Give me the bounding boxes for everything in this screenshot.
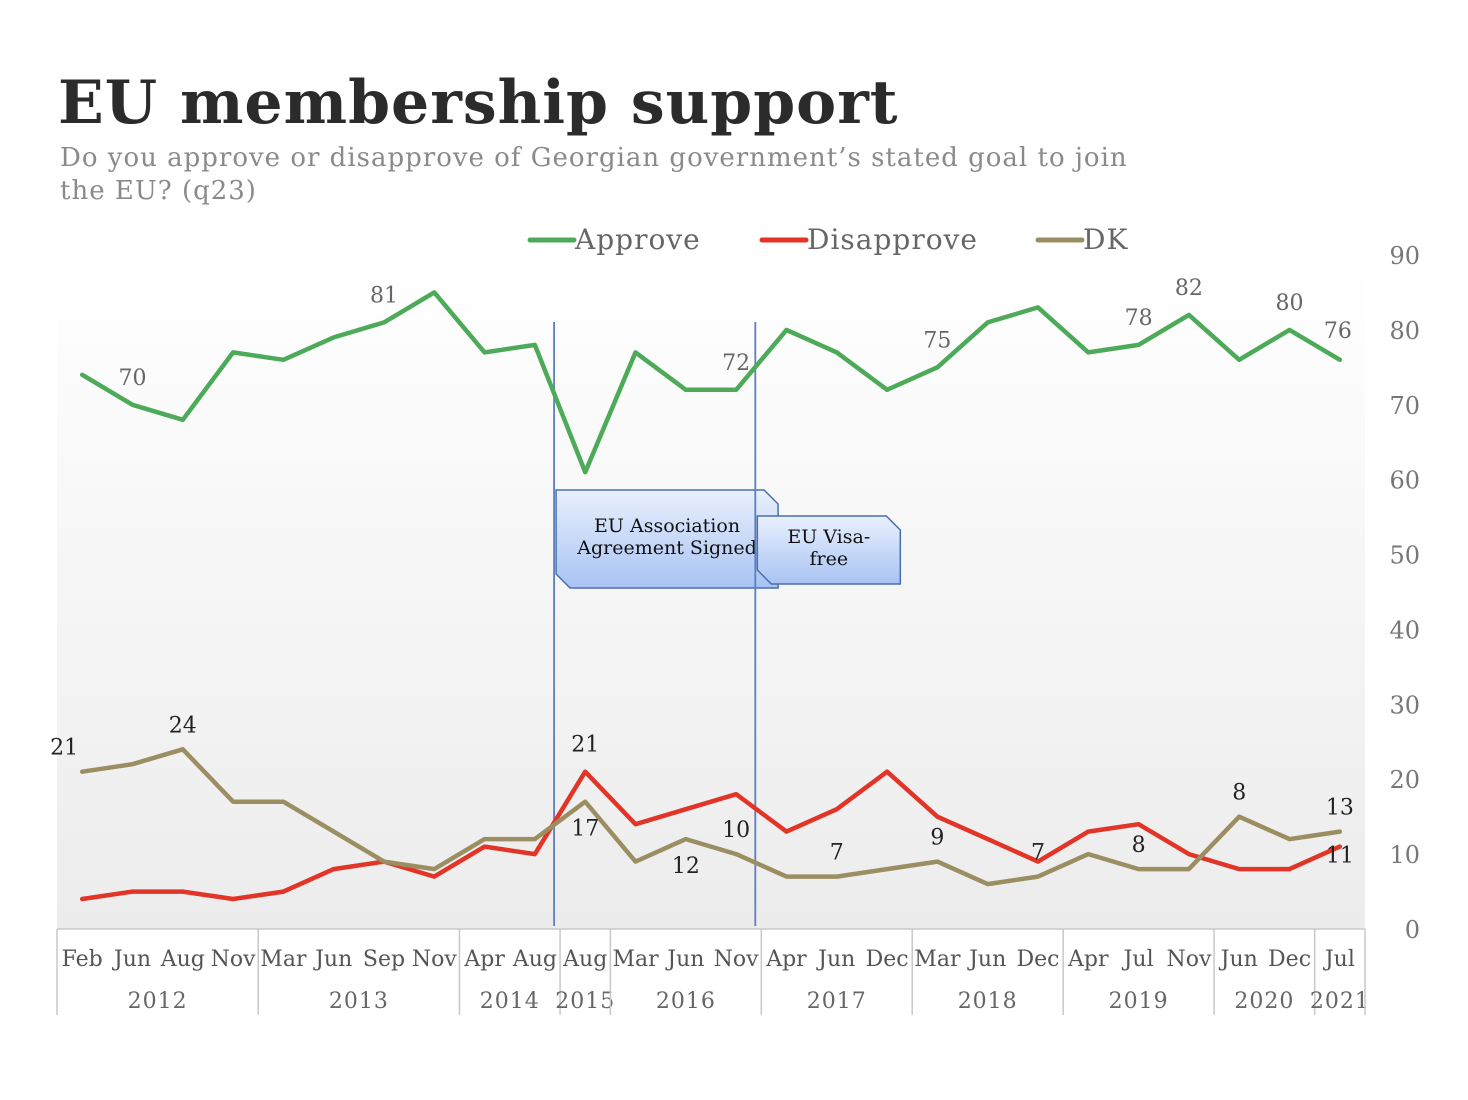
x-tick-month: Mar xyxy=(260,947,307,972)
x-tick-month: Jun xyxy=(112,947,151,972)
data-label: 11 xyxy=(1326,844,1354,869)
annotation-box xyxy=(756,515,902,585)
x-tick-month: Jul xyxy=(1323,947,1355,972)
x-tick-month: Jun xyxy=(816,947,855,972)
x-tick-year: 2021 xyxy=(1310,989,1370,1014)
y-tick-label: 70 xyxy=(1389,392,1420,420)
annotation-text: EU Association xyxy=(594,515,740,537)
series-line-disapprove xyxy=(79,769,1343,902)
data-label: 70 xyxy=(118,366,146,391)
y-tick-label: 20 xyxy=(1389,766,1420,794)
data-label: 8 xyxy=(1232,781,1246,806)
x-tick-year: 2018 xyxy=(958,989,1018,1014)
y-tick-label: 50 xyxy=(1389,542,1420,570)
x-tick-month: Apr xyxy=(765,947,807,972)
data-label: 82 xyxy=(1175,276,1203,301)
x-tick-year: 2014 xyxy=(480,989,540,1014)
x-tick-year: 2020 xyxy=(1234,989,1294,1014)
x-tick-month: Jun xyxy=(1219,947,1258,972)
y-tick-label: 0 xyxy=(1405,916,1420,944)
x-tick-month: Nov xyxy=(1166,947,1211,972)
series-line-approve xyxy=(79,290,1343,475)
x-tick-month: Aug xyxy=(562,947,607,972)
x-tick-month: Aug xyxy=(160,947,205,972)
x-tick-month: Nov xyxy=(211,947,256,972)
x-tick-month: Dec xyxy=(866,947,909,972)
x-tick-year: 2013 xyxy=(329,989,389,1014)
data-label: 17 xyxy=(571,817,599,842)
x-tick-month: Jun xyxy=(313,947,352,972)
y-tick-label: 60 xyxy=(1389,467,1420,495)
y-tick-label: 10 xyxy=(1389,841,1420,869)
data-label: 81 xyxy=(370,283,398,308)
x-tick-month: Sep xyxy=(363,947,405,972)
x-tick-year: 2012 xyxy=(128,989,188,1014)
annotation-text: Agreement Signed xyxy=(576,537,757,559)
data-label: 9 xyxy=(930,826,944,851)
y-tick-label: 90 xyxy=(1389,242,1420,270)
data-label: 80 xyxy=(1276,291,1304,316)
data-label: 72 xyxy=(722,351,750,376)
x-tick-year: 2015 xyxy=(555,989,615,1014)
data-label: 7 xyxy=(1031,841,1045,866)
y-tick-label: 30 xyxy=(1389,691,1420,719)
annotation-text: free xyxy=(810,548,849,570)
data-label: 13 xyxy=(1326,796,1354,821)
x-tick-month: Jul xyxy=(1122,947,1154,972)
y-tick-label: 40 xyxy=(1389,616,1420,644)
x-tick-year: 2019 xyxy=(1109,989,1169,1014)
data-label: 75 xyxy=(923,328,951,353)
legend-label: Approve xyxy=(574,223,701,256)
y-tick-label: 80 xyxy=(1389,317,1420,345)
plot-area-background xyxy=(57,260,1365,929)
legend-label: Disapprove xyxy=(807,223,978,256)
data-label: 21 xyxy=(50,736,78,761)
x-tick-month: Apr xyxy=(1067,947,1109,972)
legend-label: DK xyxy=(1083,223,1128,256)
annotation-text: EU Visa- xyxy=(787,526,870,548)
x-tick-month: Nov xyxy=(412,947,457,972)
data-label: 78 xyxy=(1125,306,1153,331)
annotation-box xyxy=(555,489,779,589)
x-tick-month: Nov xyxy=(714,947,759,972)
x-tick-month: Dec xyxy=(1268,947,1311,972)
chart-subtitle: Do you approve or disapprove of Georgian… xyxy=(60,143,1128,206)
x-tick-month: Jun xyxy=(967,947,1006,972)
x-tick-month: Dec xyxy=(1017,947,1060,972)
x-tick-month: Aug xyxy=(512,947,557,972)
data-label: 8 xyxy=(1132,833,1146,858)
x-tick-year: 2016 xyxy=(656,989,716,1014)
chart-title: EU membership support xyxy=(58,68,899,138)
series-line-dk xyxy=(79,747,1343,887)
x-tick-month: Jun xyxy=(665,947,704,972)
data-label: 7 xyxy=(830,841,844,866)
x-tick-month: Mar xyxy=(914,947,961,972)
x-tick-month: Mar xyxy=(612,947,659,972)
data-label: 12 xyxy=(672,854,700,879)
x-tick-year: 2017 xyxy=(807,989,867,1014)
data-label: 10 xyxy=(722,818,750,843)
x-tick-month: Feb xyxy=(62,947,103,972)
data-label: 21 xyxy=(571,733,599,758)
data-label: 76 xyxy=(1324,319,1352,344)
data-label: 24 xyxy=(169,713,197,738)
x-tick-month: Apr xyxy=(463,947,505,972)
